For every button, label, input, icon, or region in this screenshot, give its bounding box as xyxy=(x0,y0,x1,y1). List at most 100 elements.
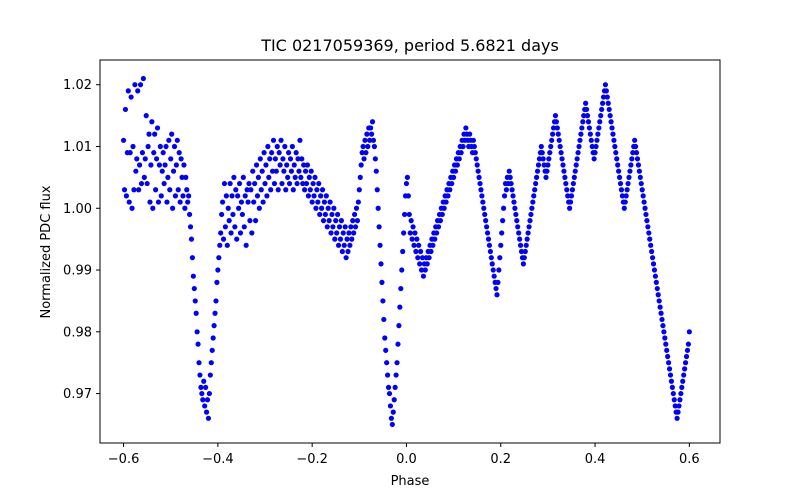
data-point xyxy=(567,205,573,211)
data-point xyxy=(312,174,318,180)
data-point xyxy=(314,187,320,193)
data-point xyxy=(183,174,189,180)
data-point xyxy=(182,205,188,211)
data-point xyxy=(226,218,232,224)
data-point xyxy=(203,384,209,390)
data-point xyxy=(256,205,262,211)
data-point xyxy=(287,156,294,162)
data-point xyxy=(382,335,388,341)
data-point xyxy=(445,193,451,199)
data-point xyxy=(664,347,670,353)
data-point xyxy=(432,236,438,242)
data-point xyxy=(398,285,404,292)
data-point xyxy=(482,211,488,218)
data-point xyxy=(324,224,330,230)
data-point xyxy=(533,174,540,180)
data-point xyxy=(152,131,158,137)
data-point xyxy=(624,187,630,193)
y-axis-ticks: 0.97 0.98 0.99 1.00 1.01 1.02 xyxy=(63,78,100,402)
data-point xyxy=(263,162,269,168)
data-point xyxy=(675,409,681,415)
data-point xyxy=(393,372,399,378)
data-point xyxy=(282,143,288,150)
data-point xyxy=(245,199,251,205)
data-point xyxy=(236,180,243,187)
data-point xyxy=(327,199,333,205)
data-point xyxy=(572,168,578,174)
data-point xyxy=(224,242,230,248)
data-point xyxy=(378,261,384,267)
data-point xyxy=(536,156,543,162)
data-point xyxy=(140,75,146,82)
chart-title: TIC 0217059369, period 5.6821 days xyxy=(260,36,559,55)
data-point xyxy=(240,174,246,180)
data-point xyxy=(531,193,537,199)
data-point xyxy=(334,230,340,236)
data-point xyxy=(122,106,129,113)
data-point xyxy=(569,187,576,193)
data-point xyxy=(186,211,193,218)
data-point xyxy=(149,119,155,125)
data-point xyxy=(612,143,618,150)
data-point xyxy=(358,162,364,168)
data-point xyxy=(681,372,687,378)
data-point xyxy=(206,390,212,397)
data-point xyxy=(511,199,517,205)
data-point xyxy=(368,125,374,131)
data-point xyxy=(660,323,666,329)
data-point xyxy=(409,236,415,242)
data-point xyxy=(150,205,156,211)
data-point xyxy=(415,255,421,261)
data-point xyxy=(532,187,538,193)
data-point xyxy=(513,211,519,218)
data-point xyxy=(330,224,336,230)
data-point xyxy=(343,255,349,261)
data-point xyxy=(247,218,253,224)
data-point xyxy=(346,230,352,236)
data-point xyxy=(172,193,179,199)
data-point xyxy=(288,168,295,174)
data-point xyxy=(598,113,604,119)
data-point xyxy=(627,168,633,174)
data-point xyxy=(682,360,689,366)
data-point xyxy=(187,224,194,230)
data-point xyxy=(500,205,507,211)
y-tick-label: 1.00 xyxy=(63,202,92,217)
data-point xyxy=(364,131,370,137)
data-point xyxy=(383,347,389,353)
data-point xyxy=(389,421,395,428)
data-point xyxy=(437,218,444,224)
data-point xyxy=(619,193,626,199)
data-point xyxy=(563,180,569,187)
data-point xyxy=(377,242,383,248)
data-point xyxy=(385,384,392,390)
data-point xyxy=(157,143,163,150)
data-point xyxy=(350,218,356,224)
data-point xyxy=(320,218,327,224)
data-point xyxy=(637,174,643,180)
data-point xyxy=(573,162,579,168)
data-point xyxy=(313,205,319,211)
data-point xyxy=(472,150,478,156)
data-point xyxy=(649,248,655,255)
data-point xyxy=(471,143,477,150)
data-point xyxy=(242,193,248,199)
data-point xyxy=(527,218,533,224)
data-point xyxy=(191,285,197,292)
data-point xyxy=(146,131,152,137)
x-tick-label: −0.2 xyxy=(296,452,328,467)
data-point xyxy=(642,205,648,211)
data-point xyxy=(213,298,219,304)
data-point xyxy=(153,156,160,162)
data-point xyxy=(451,174,457,180)
x-axis-label: Phase xyxy=(391,474,430,489)
data-point xyxy=(189,255,196,261)
data-point xyxy=(309,199,315,205)
data-point xyxy=(558,150,564,156)
data-point xyxy=(138,180,145,187)
data-point xyxy=(196,360,202,366)
data-point xyxy=(648,242,654,248)
data-point xyxy=(255,174,262,180)
data-point xyxy=(341,242,347,248)
